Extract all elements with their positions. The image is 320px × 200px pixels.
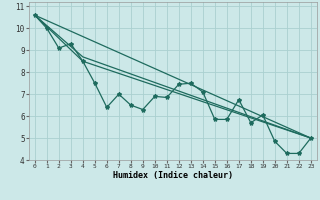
X-axis label: Humidex (Indice chaleur): Humidex (Indice chaleur) [113,171,233,180]
